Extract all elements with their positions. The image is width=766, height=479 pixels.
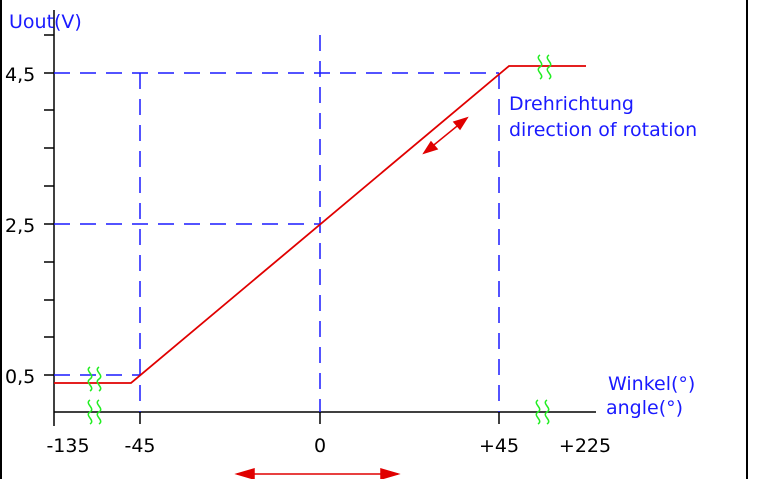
rotation-label-en: direction of rotation <box>509 119 697 141</box>
x-axis-label-de: Winkel(°) <box>608 373 695 395</box>
y-axis-ticks <box>44 34 54 376</box>
x-tick-label: -45 <box>124 435 155 457</box>
y-tick-label: 0,5 <box>5 366 35 388</box>
break-mark-left-upper <box>87 366 102 392</box>
x-axis-ticks <box>139 412 500 424</box>
x-axis-label-en: angle(°) <box>606 397 683 419</box>
bottom-double-arrow <box>234 467 401 479</box>
x-tick-label: +225 <box>559 435 611 457</box>
axis-break-marks <box>87 54 552 425</box>
rotation-label-de: Drehrichtung <box>509 93 634 115</box>
break-mark-x-axis <box>535 399 550 425</box>
y-tick-label: 4,5 <box>5 64 35 86</box>
guide-lines <box>54 35 500 412</box>
y-tick-label: 2,5 <box>5 215 35 237</box>
x-tick-label: 0 <box>314 435 326 457</box>
curve-rotation-arrow <box>422 116 469 155</box>
y-axis-label: Uout(V) <box>9 11 82 33</box>
x-tick-label: -135 <box>46 435 89 457</box>
break-mark-top-right <box>537 54 552 80</box>
x-tick-label: +45 <box>479 435 519 457</box>
break-mark-left-lower <box>87 399 102 425</box>
output-curve <box>54 65 586 384</box>
